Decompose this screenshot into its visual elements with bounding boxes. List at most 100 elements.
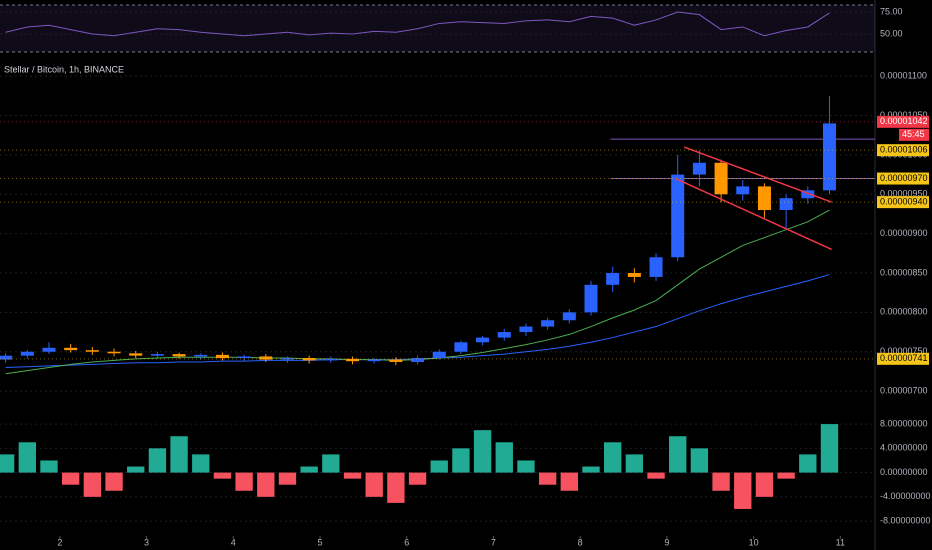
histogram-bar — [430, 460, 448, 473]
histogram-bar — [452, 448, 470, 473]
x-tick-label: 6 — [404, 537, 409, 547]
histogram-bar — [235, 472, 253, 491]
candle-body — [476, 337, 490, 343]
candle-body — [259, 356, 273, 360]
x-tick-label: 3 — [144, 537, 149, 547]
histogram-bar — [734, 472, 752, 509]
y-tick-label: 0.00000700 — [880, 385, 928, 395]
candle-body — [714, 162, 728, 195]
histogram-bar — [83, 472, 102, 497]
y-tick-label: 0.00001100 — [880, 71, 927, 81]
x-tick-label: 11 — [836, 537, 845, 547]
candle-body — [736, 186, 750, 195]
histogram-bar — [148, 448, 167, 473]
candle-body — [562, 312, 576, 321]
histogram-bar — [495, 442, 513, 473]
y-tick-label: 75.00 — [880, 6, 903, 16]
x-tick-label: 10 — [749, 537, 759, 547]
candle-body — [280, 358, 294, 360]
price-label: 0.00000940 — [880, 197, 928, 207]
y-tick-label: 0.00000000 — [880, 467, 928, 477]
histogram-bar — [365, 472, 383, 497]
x-tick-label: 2 — [57, 537, 62, 547]
histogram-bar — [560, 472, 578, 491]
x-tick-label: 8 — [578, 537, 583, 547]
candle-body — [519, 326, 533, 333]
histogram-bar — [517, 460, 535, 473]
histogram-bar — [604, 442, 622, 473]
histogram-bar — [712, 472, 730, 491]
y-tick-label: 0.00000750 — [880, 346, 928, 356]
histogram-bar — [538, 472, 557, 485]
candle-body — [584, 284, 598, 313]
histogram-bar — [755, 472, 774, 497]
trend-line — [675, 177, 832, 251]
histogram-bar — [690, 448, 709, 473]
chart-title: Stellar / Bitcoin, 1h, BINANCE — [4, 64, 124, 74]
candle-body — [194, 354, 208, 357]
candle-body — [801, 190, 815, 199]
candle-body — [150, 354, 164, 356]
y-tick-label: 0.00000850 — [880, 267, 928, 277]
countdown: 45:45 — [902, 129, 925, 139]
candle-body — [107, 351, 121, 354]
histogram-bar — [387, 472, 405, 503]
candle-body — [237, 356, 251, 359]
histogram-bar — [473, 430, 492, 473]
candle-body — [324, 358, 338, 361]
candle-body — [692, 162, 706, 175]
histogram-bar — [278, 472, 297, 485]
histogram-bar — [192, 454, 210, 473]
histogram-bar — [820, 424, 839, 473]
x-tick-label: 7 — [491, 537, 496, 547]
candle-body — [215, 354, 229, 359]
price-label: 0.00001006 — [880, 145, 928, 155]
price-label-box — [877, 144, 929, 157]
candle-body — [346, 358, 360, 362]
candle-body — [541, 320, 555, 327]
candle-body — [822, 123, 836, 191]
candle-body — [432, 351, 446, 359]
price-label: 0.00000970 — [880, 173, 928, 183]
histogram-bar — [343, 472, 362, 479]
y-tick-label: 0.00000900 — [880, 228, 928, 238]
histogram-bar — [582, 466, 600, 473]
candle-body — [757, 186, 771, 211]
histogram-bar — [213, 472, 232, 479]
candle-body — [779, 198, 793, 211]
y-tick-label: 4.00000000 — [880, 443, 928, 453]
histogram-bar — [669, 436, 687, 473]
candle-body — [671, 174, 685, 258]
candle-body — [367, 359, 381, 362]
y-tick-label: 50.00 — [880, 28, 903, 38]
countdown-box — [899, 128, 929, 141]
candle-body — [649, 257, 663, 277]
price-label-box — [877, 352, 929, 365]
histogram-bar — [300, 466, 318, 473]
histogram-bar — [170, 436, 188, 473]
price-label: 0.00001042 — [880, 116, 928, 126]
candle-body — [129, 353, 143, 356]
candle-body — [497, 332, 511, 338]
x-tick-label: 5 — [317, 537, 322, 547]
y-tick-label: 0.00000800 — [880, 307, 928, 317]
trend-line — [683, 146, 832, 203]
price-label-box — [877, 196, 929, 209]
histogram-bar — [625, 454, 644, 473]
y-tick-label: 8.00000000 — [880, 418, 928, 428]
y-tick-label: 0.00001050 — [880, 110, 928, 120]
candle-body — [627, 273, 641, 277]
y-tick-label: 0.00000950 — [880, 189, 928, 199]
histogram-bar — [127, 466, 145, 473]
candle-body — [411, 358, 425, 362]
candle-body — [302, 358, 316, 361]
histogram-bar — [62, 472, 80, 485]
y-tick-label: -4.00000000 — [880, 491, 931, 501]
histogram-bar — [18, 442, 36, 473]
price-label-box — [877, 115, 929, 128]
candle-body — [172, 354, 186, 357]
rsi-line — [5, 11, 830, 37]
x-tick-label: 9 — [664, 537, 669, 547]
candle-body — [85, 350, 99, 352]
